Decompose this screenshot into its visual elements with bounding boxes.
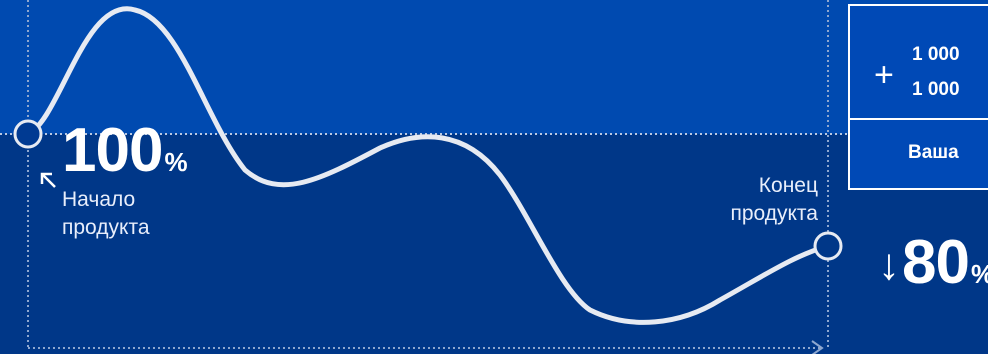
plus-icon: + <box>874 56 894 94</box>
start-pointer-arrowhead <box>40 172 52 184</box>
info-line-2: 1 000 <box>912 79 960 100</box>
bottom-axis-arrowhead <box>811 340 824 354</box>
end-label: Конец продукта <box>730 172 818 228</box>
info-box-bottom: Ваша <box>850 118 988 190</box>
start-marker <box>13 119 43 149</box>
end-unit: % <box>971 259 988 289</box>
down-arrow-icon: ↓ <box>878 240 900 289</box>
start-label: Начало продукта <box>62 186 150 242</box>
start-label-line2: продукта <box>62 216 150 239</box>
info-box-top: + 1 000 1 000 <box>850 6 988 120</box>
start-pointer-arrow <box>42 174 56 188</box>
end-marker <box>813 231 843 261</box>
product-curve <box>25 6 831 325</box>
background-top <box>0 0 988 134</box>
start-value: 100 <box>62 116 163 185</box>
end-label-line2: продукта <box>730 202 818 225</box>
end-percentage: ↓80% <box>878 232 988 294</box>
info-caption: Ваша <box>908 142 959 163</box>
start-percentage: 100% <box>62 120 188 182</box>
info-line-1: 1 000 <box>912 44 960 65</box>
end-label-line1: Конец <box>758 174 818 197</box>
info-box: + 1 000 1 000 Ваша <box>848 4 988 190</box>
start-unit: % <box>164 147 188 177</box>
end-value: 80 <box>902 228 970 297</box>
start-label-line1: Начало <box>62 188 136 211</box>
